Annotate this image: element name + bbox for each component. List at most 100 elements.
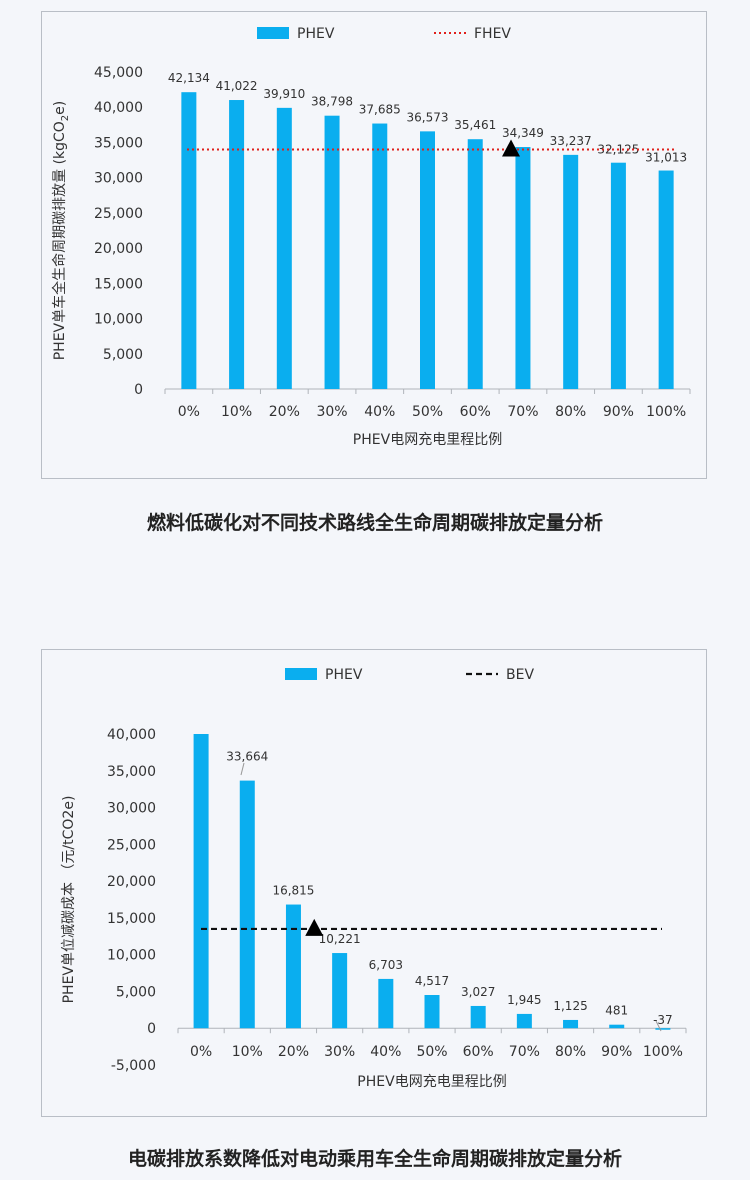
data-label: 481 — [605, 1004, 628, 1018]
data-label: 42,134 — [168, 71, 210, 85]
intersection-marker — [305, 918, 324, 936]
bar-50pct — [420, 131, 435, 389]
bar-10pct — [229, 100, 245, 389]
legend-label-phev: PHEV — [297, 26, 335, 42]
bar-10pct — [239, 780, 255, 1029]
leader-line — [240, 762, 245, 776]
y-axis-title: PHEV单车全生命周期碳排放量 (kgCO2e) — [51, 101, 71, 361]
data-label: 6,703 — [369, 958, 403, 972]
x-tick-label: 50% — [412, 404, 443, 420]
bar-90pct — [610, 162, 626, 389]
x-tick-label: 100% — [646, 404, 686, 420]
data-label: 37,685 — [359, 103, 401, 117]
x-tick-label: 10% — [232, 1044, 263, 1060]
bar-40pct — [378, 978, 394, 1029]
chart-panel-electricity-emission: PHEV BEV -5,000 0 5,000 10,000 15,000 20,000 25,… — [41, 649, 707, 1117]
x-tick-label: 90% — [601, 1044, 632, 1060]
legend-label-phev: PHEV — [325, 667, 363, 683]
leader-line — [655, 1020, 662, 1032]
y-tick-label: 20,000 — [94, 241, 143, 257]
y-tick-label: 40,000 — [107, 727, 156, 743]
y-tick-label: 25,000 — [94, 206, 143, 222]
chart-electricity-emission: PHEV BEV -5,000 0 5,000 10,000 15,000 20,000 25,… — [61, 667, 687, 1090]
legend-swatch-phev — [257, 27, 289, 39]
data-label: 33,237 — [550, 134, 592, 148]
x-tick-label: 60% — [460, 404, 491, 420]
bar-100pct — [658, 170, 674, 389]
x-tick-label: 20% — [269, 404, 300, 420]
bar-30pct — [332, 953, 348, 1029]
x-tick-label: 80% — [555, 1044, 586, 1060]
bar-60pct — [470, 1005, 486, 1029]
x-tick-label: 90% — [603, 404, 634, 420]
data-label: 36,573 — [407, 110, 449, 124]
bar-70pct — [515, 147, 531, 389]
y-tick-label: 15,000 — [94, 276, 143, 292]
x-tick-label: 40% — [364, 404, 395, 420]
y-tick-label: 5,000 — [116, 984, 156, 1000]
bar-30pct — [324, 115, 340, 390]
data-label: 33,664 — [226, 750, 268, 764]
y-tick-label: 35,000 — [94, 135, 143, 151]
y-tick-label: 25,000 — [107, 837, 156, 853]
y-tick-label: 35,000 — [107, 764, 156, 780]
y-tick-label: 20,000 — [107, 874, 156, 890]
y-tick-label: 10,000 — [107, 948, 156, 964]
x-tick-label: 60% — [463, 1044, 494, 1060]
y-tick-label: 0 — [147, 1021, 156, 1037]
y-tick-label: -5,000 — [111, 1058, 156, 1074]
y-tick-label: 5,000 — [103, 347, 143, 363]
caption-electricity-emission: 电碳排放系数降低对电动乘用车全生命周期碳排放定量分析 — [127, 1148, 622, 1170]
data-label: 1,125 — [553, 999, 587, 1013]
x-tick-label: 0% — [190, 1044, 212, 1060]
y-axis-title: PHEV单位减碳成本 （元/tCO2e) — [61, 796, 77, 1004]
x-tick-label: 70% — [507, 404, 538, 420]
y-tick-label: 40,000 — [94, 100, 143, 116]
y-tick-label: 45,000 — [94, 65, 143, 81]
data-label: 16,815 — [272, 884, 314, 898]
data-label: 3,027 — [461, 985, 495, 999]
bar-90pct — [609, 1024, 625, 1029]
bar-0pct — [193, 734, 209, 1029]
x-axis-title: PHEV电网充电里程比例 — [353, 432, 502, 448]
data-label: -37 — [653, 1013, 673, 1027]
data-label: 38,798 — [311, 95, 353, 109]
data-label: 4,517 — [415, 974, 449, 988]
data-label: 41,022 — [216, 79, 258, 93]
x-tick-label: 70% — [509, 1044, 540, 1060]
legend-swatch-phev — [285, 668, 317, 680]
x-tick-label: 80% — [555, 404, 586, 420]
data-label: 34,349 — [502, 126, 544, 140]
x-tick-label: 40% — [370, 1044, 401, 1060]
bar-100pct — [655, 1028, 671, 1030]
chart-panel-fuel-lowcarbon: PHEV FHEV 0 5,000 10,000 15,000 20,000 25,000 30… — [41, 11, 707, 479]
x-tick-label: 30% — [324, 1044, 355, 1060]
bar-40pct — [372, 123, 388, 389]
data-label: 1,945 — [507, 993, 541, 1007]
bar-60pct — [467, 139, 483, 389]
x-tick-label: 50% — [416, 1044, 447, 1060]
chart-fuel-lowcarbon: PHEV FHEV 0 5,000 10,000 15,000 20,000 25,000 30… — [51, 26, 691, 448]
x-axis-title: PHEV电网充电里程比例 — [357, 1074, 506, 1090]
x-tick-label: 100% — [643, 1044, 683, 1060]
data-label: 35,461 — [454, 118, 496, 132]
caption-fuel-lowcarbon: 燃料低碳化对不同技术路线全生命周期碳排放定量分析 — [146, 512, 603, 534]
y-tick-label: 30,000 — [94, 171, 143, 187]
bar-80pct — [563, 154, 579, 389]
bar-80pct — [563, 1019, 579, 1029]
bar-70pct — [516, 1013, 532, 1029]
bar-20pct — [285, 904, 301, 1029]
y-tick-label: 15,000 — [107, 911, 156, 927]
x-tick-label: 20% — [278, 1044, 309, 1060]
data-label: 39,910 — [263, 87, 305, 101]
x-tick-label: 10% — [221, 404, 252, 420]
y-tick-label: 30,000 — [107, 801, 156, 817]
bar-20pct — [276, 107, 292, 389]
x-tick-label: 0% — [178, 404, 200, 420]
data-label: 10,221 — [319, 932, 361, 946]
intersection-marker — [502, 139, 521, 157]
data-label: 31,013 — [645, 151, 687, 165]
bar-50pct — [424, 994, 440, 1029]
y-tick-label: 0 — [134, 382, 143, 398]
legend-label-bev: BEV — [506, 667, 534, 683]
